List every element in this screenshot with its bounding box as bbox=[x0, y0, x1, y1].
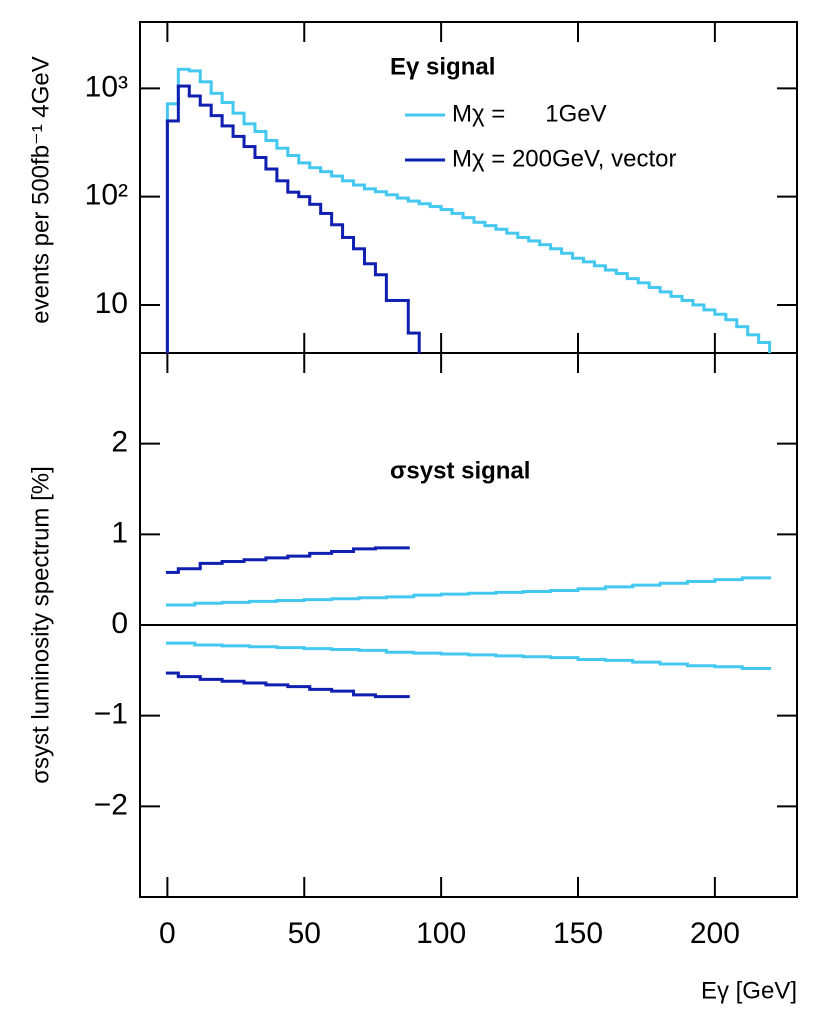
x-tick-label: 200 bbox=[690, 917, 740, 950]
y-tick-label: 10³ bbox=[85, 70, 128, 103]
x-label: Eγ [GeV] bbox=[701, 977, 797, 1004]
x-tick-label: 0 bbox=[159, 917, 176, 950]
bottom-y-label: σsyst luminosity spectrum [%] bbox=[27, 466, 54, 784]
x-tick-label: 50 bbox=[288, 917, 321, 950]
y-tick-label: 10 bbox=[95, 287, 128, 320]
legend-label: Mχ = 1GeV bbox=[452, 100, 607, 127]
legend-label: Mχ = 200GeV, vector bbox=[452, 145, 677, 172]
top-y-label: events per 500fb⁻¹ 4GeV bbox=[27, 56, 54, 324]
y-tick-label: −1 bbox=[94, 698, 128, 731]
y-tick-label: 1 bbox=[111, 516, 128, 549]
legend-title: Eγ signal bbox=[390, 53, 495, 80]
annotation: σsyst signal bbox=[390, 457, 530, 484]
y-tick-label: 10² bbox=[85, 179, 128, 212]
y-tick-label: 2 bbox=[111, 426, 128, 459]
x-tick-label: 100 bbox=[416, 917, 466, 950]
x-tick-label: 150 bbox=[553, 917, 603, 950]
y-tick-label: 0 bbox=[111, 607, 128, 640]
y-tick-label: −2 bbox=[94, 788, 128, 821]
